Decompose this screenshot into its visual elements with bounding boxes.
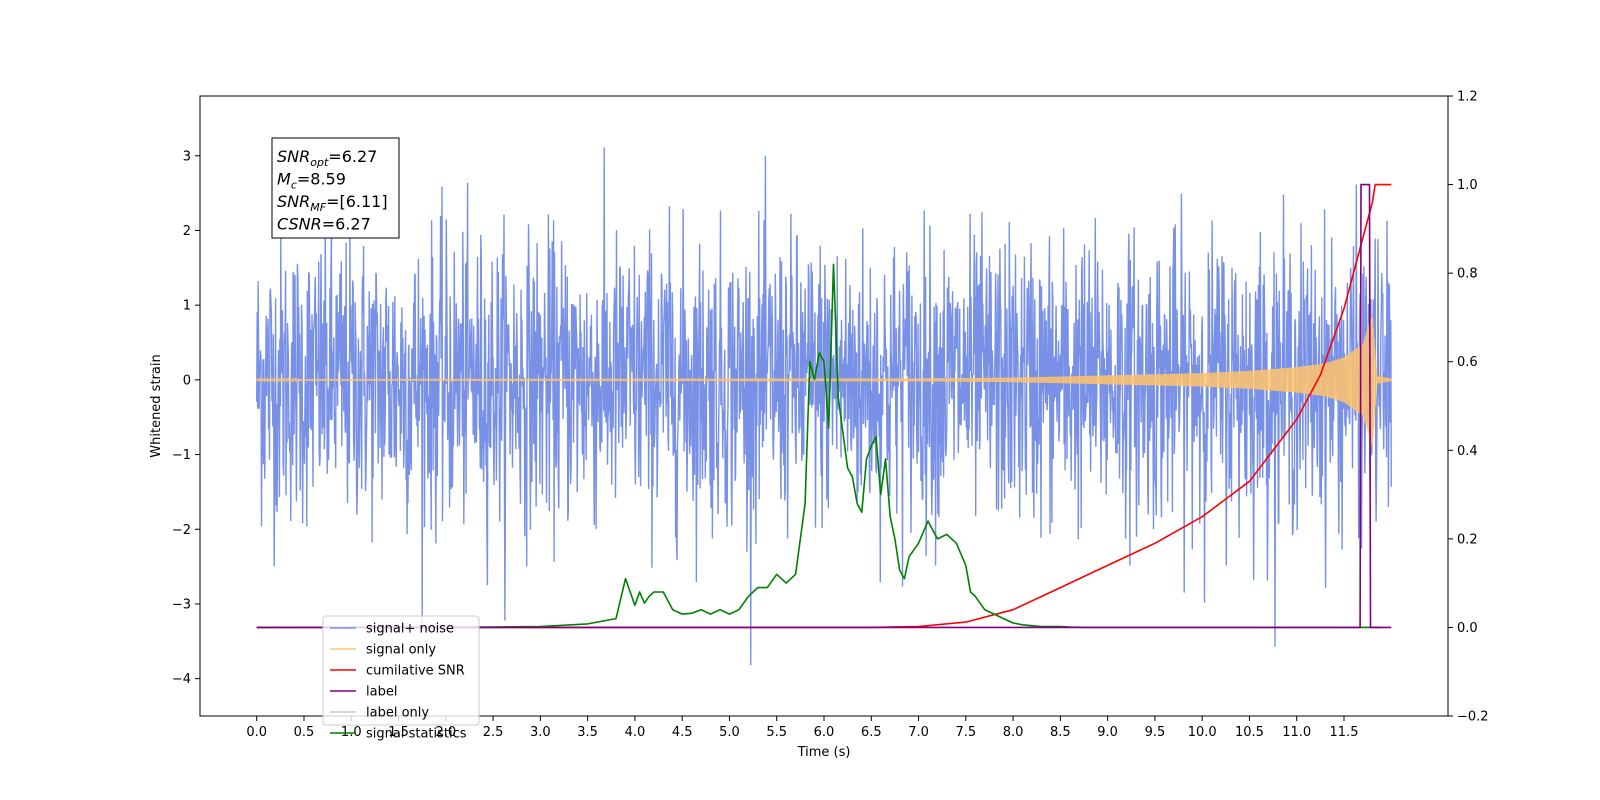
annotation-line: SNRMF=[6.11] xyxy=(277,192,388,214)
annotation-frame xyxy=(271,137,400,239)
x-tick-label: 9.0 xyxy=(1097,725,1118,740)
series-cumulative-snr xyxy=(256,183,1392,629)
y-left-tick-label: −1 xyxy=(172,448,191,463)
y-right-tick-label: 1.0 xyxy=(1457,178,1478,193)
x-tick-label: 5.5 xyxy=(766,725,787,740)
y-left-tick-label: −4 xyxy=(172,672,191,687)
x-tick-label: 3.5 xyxy=(577,725,598,740)
legend-frame xyxy=(322,615,480,726)
x-tick-label: 3.0 xyxy=(530,725,551,740)
y-right-tick-label: 0.0 xyxy=(1457,621,1478,636)
x-tick-label: 7.5 xyxy=(955,725,976,740)
x-tick-label: 10.5 xyxy=(1235,725,1264,740)
y-left-tick-label: 3 xyxy=(183,149,191,164)
series-signal-only xyxy=(256,313,1392,448)
legend-label: signal+ noise xyxy=(366,622,454,637)
annotation-line: CSNR=6.27 xyxy=(277,215,371,234)
y-left-tick-label: 2 xyxy=(183,224,191,239)
x-tick-label: 6.0 xyxy=(814,725,835,740)
x-tick-label: 11.0 xyxy=(1282,725,1311,740)
y-left-tick-label: 0 xyxy=(183,373,191,388)
x-tick-label: 0.0 xyxy=(246,725,267,740)
x-tick-label: 8.0 xyxy=(1003,725,1024,740)
legend-label: cumilative SNR xyxy=(366,664,465,679)
y-right-tick-label: 0.4 xyxy=(1457,444,1478,459)
series-signal-noise xyxy=(256,147,1392,666)
y-right-tick-label: 1.2 xyxy=(1457,90,1478,105)
y-right-tick-label: 0.6 xyxy=(1457,355,1478,370)
y-axis-left: 3 2 1 0 −1 −2 −3 −4 xyxy=(172,149,200,687)
x-axis: 0.0 0.5 1.0 1.5 2.0 2.5 3.0 3.5 4.0 4.5 5.0 5.5 6.0 6… xyxy=(246,716,1358,740)
series-layer xyxy=(256,147,1392,666)
y-right-tick-label: 0.2 xyxy=(1457,532,1478,547)
x-tick-label: 8.5 xyxy=(1050,725,1071,740)
series-label xyxy=(256,183,1392,629)
y-left-tick-label: −2 xyxy=(172,523,191,538)
x-tick-label: 9.5 xyxy=(1145,725,1166,740)
y-axis-label: Whitened strain xyxy=(149,354,164,457)
x-axis-label: Time (s) xyxy=(797,745,851,760)
x-tick-label: 7.0 xyxy=(908,725,929,740)
x-tick-label: 1.5 xyxy=(388,725,409,740)
legend-label: label xyxy=(366,685,397,700)
y-left-tick-label: −3 xyxy=(172,597,191,612)
x-tick-label: 10.0 xyxy=(1188,725,1217,740)
series-signal-statistics xyxy=(256,263,1382,629)
y-axis-right: 1.2 1.0 0.8 0.6 0.4 0.2 0.0 −0.2 xyxy=(1448,90,1489,725)
x-tick-label: 2.5 xyxy=(483,725,504,740)
y-right-tick-label: −0.2 xyxy=(1457,710,1489,725)
y-left-tick-label: 1 xyxy=(183,299,191,314)
x-tick-label: 5.0 xyxy=(719,725,740,740)
x-tick-label: 2.0 xyxy=(435,725,456,740)
x-tick-label: 4.5 xyxy=(672,725,693,740)
x-tick-label: 0.5 xyxy=(294,725,315,740)
legend-label: signal only xyxy=(366,643,436,658)
x-tick-label: 11.5 xyxy=(1330,725,1359,740)
annotation-line: Mc=8.59 xyxy=(277,170,346,192)
x-tick-label: 6.5 xyxy=(861,725,882,740)
legend-label: label only xyxy=(366,706,429,721)
y-right-tick-label: 0.8 xyxy=(1457,267,1478,282)
x-tick-label: 4.0 xyxy=(625,725,646,740)
annotation-line: SNRopt=6.27 xyxy=(277,147,377,169)
legend-label: signal statistics xyxy=(366,727,467,742)
legend: signal+ noise signal only cumilative SNR la… xyxy=(322,615,480,742)
